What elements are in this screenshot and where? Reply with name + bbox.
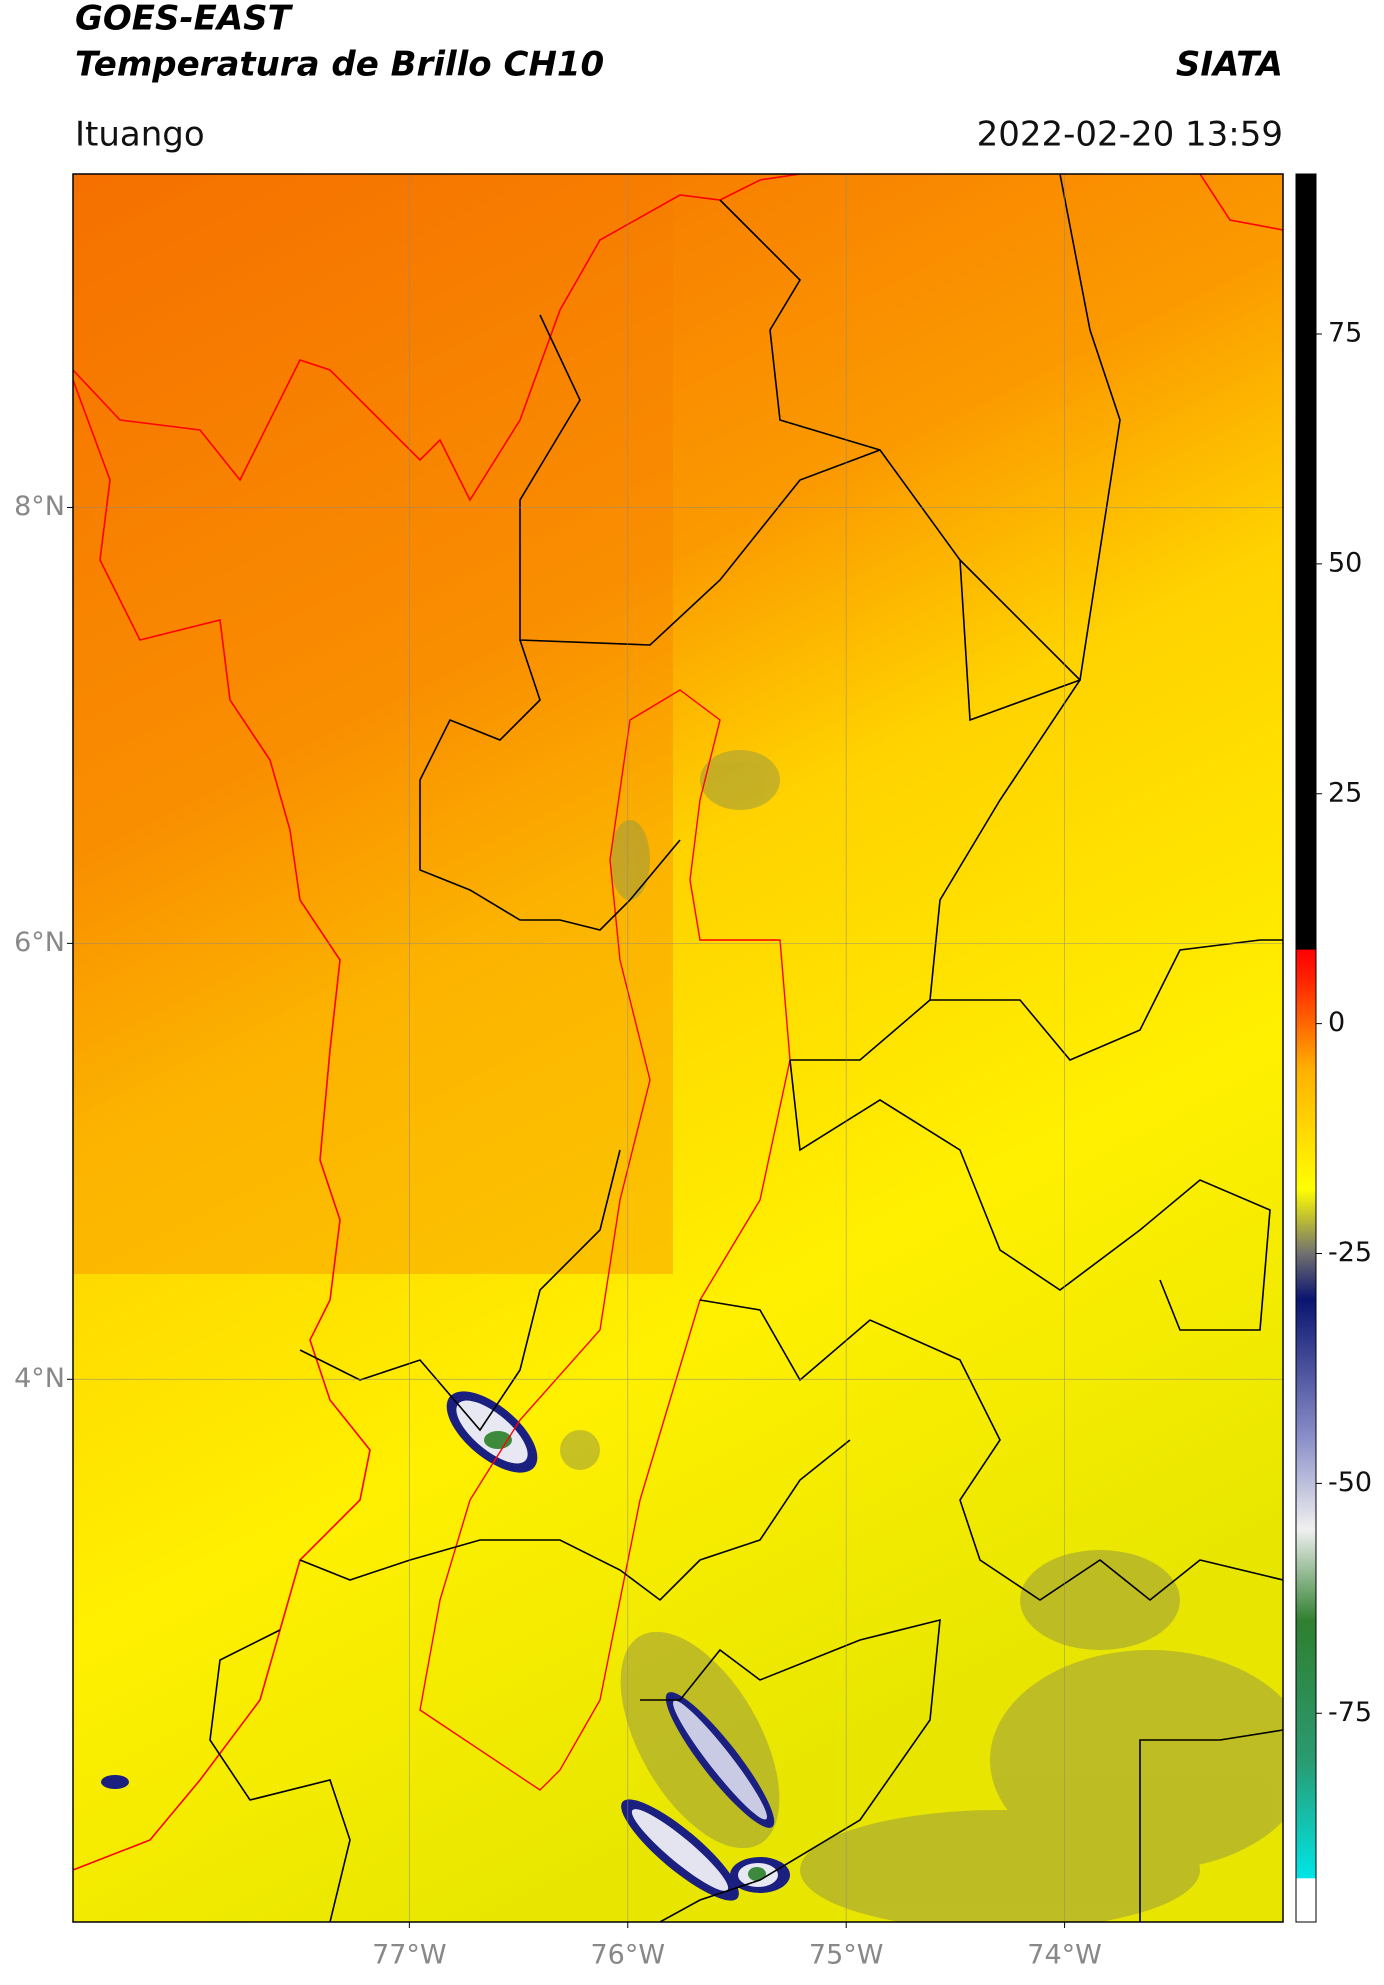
colorbar-tick-label: -75 <box>1328 1697 1372 1728</box>
colorbar <box>1295 173 1317 1923</box>
y-tick-label: 6°N <box>14 927 65 958</box>
x-tick-label: 75°W <box>809 1940 884 1971</box>
y-tick-label: 4°N <box>14 1363 65 1394</box>
colorbar-tick-label: -50 <box>1328 1467 1372 1498</box>
datetime: 2022-02-20 13:59 <box>977 115 1283 155</box>
source: SIATA <box>1176 45 1283 85</box>
x-tick-label: 77°W <box>372 1940 447 1971</box>
map-frame <box>72 173 1284 1923</box>
storm-cells <box>101 1391 790 1901</box>
colorbar-tick-label: 50 <box>1328 547 1362 578</box>
location: Ituango <box>75 115 205 155</box>
x-tick-label: 74°W <box>1027 1940 1102 1971</box>
colorbar-tick-label: 25 <box>1328 777 1362 808</box>
subtitle: Temperatura de Brillo CH10 <box>75 45 604 85</box>
borders <box>209 174 1283 1922</box>
ocean-shade <box>73 174 673 1274</box>
department-boundary <box>419 689 791 1791</box>
colorbar-tick-label: -25 <box>1328 1237 1372 1268</box>
y-tick-label: 8°N <box>14 491 65 522</box>
colorbar-tick-label: 0 <box>1328 1007 1345 1038</box>
coastline <box>73 174 1283 1871</box>
grid <box>73 174 1283 1922</box>
x-tick-label: 76°W <box>590 1940 665 1971</box>
map-image <box>73 174 1283 1922</box>
colorbar-tick-label: 75 <box>1328 317 1362 348</box>
title: GOES-EAST <box>75 0 294 39</box>
